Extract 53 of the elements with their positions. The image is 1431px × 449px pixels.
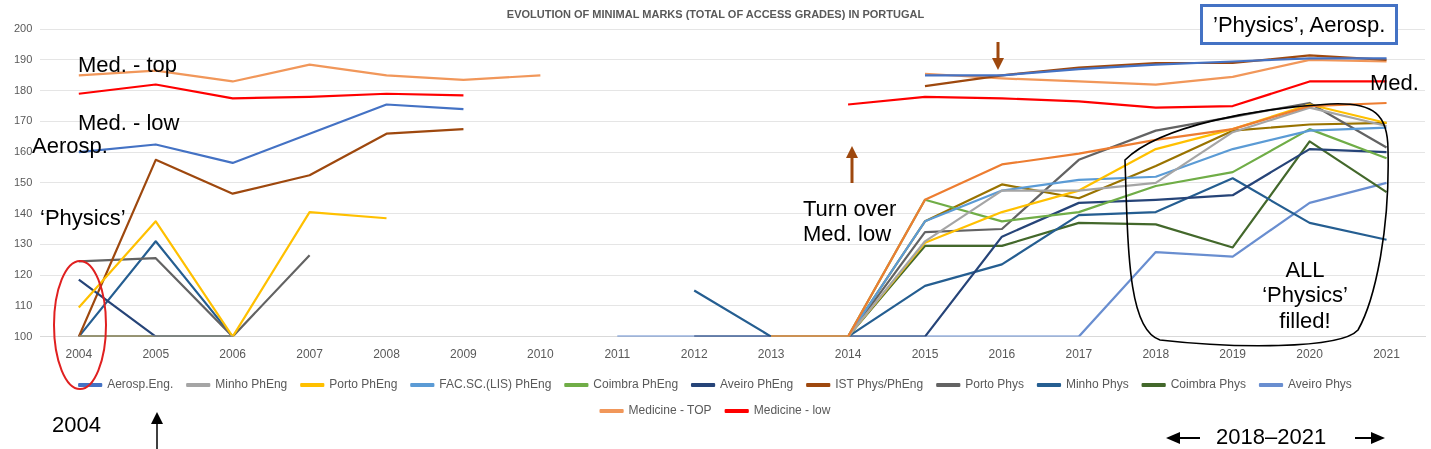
- y-tick-label: 130: [13, 237, 33, 250]
- y-tick-label: 170: [13, 114, 33, 127]
- x-tick-label: 2016: [988, 347, 1016, 362]
- x-tick-label: 2010: [527, 347, 555, 362]
- annotation: Aerosp.: [32, 133, 108, 159]
- x-tick-label: 2019: [1219, 347, 1247, 362]
- y-tick-label: 190: [13, 52, 33, 65]
- annotation: ‘Physics’: [40, 205, 126, 231]
- legend-label: Minho Phys: [1065, 377, 1129, 392]
- x-tick-label: 2005: [142, 347, 170, 362]
- annotation: ALL ‘Physics’ filled!: [1261, 257, 1349, 333]
- x-tick-label: 2008: [373, 347, 401, 362]
- text: 2018–2021: [1216, 424, 1327, 449]
- x-tick-label: 2014: [834, 347, 862, 362]
- y-tick-label: 110: [14, 298, 33, 311]
- legend-label: IST Phys/PhEng: [835, 377, 924, 392]
- y-tick-label: 120: [13, 268, 33, 281]
- legend-label: Aerosp.Eng.: [107, 377, 174, 392]
- y-tick-label: 140: [13, 206, 33, 219]
- legend-label: Coimbra Phys: [1170, 377, 1247, 392]
- annotation: Turn over Med. low: [803, 196, 898, 247]
- x-tick-label: 2006: [219, 347, 247, 362]
- x-tick-label: 2021: [1373, 347, 1401, 362]
- x-tick-label: 2012: [680, 347, 708, 362]
- legend-label: Medicine - low: [753, 403, 831, 418]
- x-tick-label: 2018: [1142, 347, 1170, 362]
- x-tick-label: 2017: [1065, 347, 1093, 362]
- legend-label: Minho PhEng: [215, 377, 288, 392]
- y-tick-label: 100: [13, 329, 33, 342]
- y-tick-label: 180: [13, 83, 33, 96]
- x-tick-label: 2007: [296, 347, 324, 362]
- x-tick-label: 2020: [1296, 347, 1324, 362]
- annotation: Med. - top: [78, 52, 178, 78]
- y-tick-label: 150: [13, 175, 33, 188]
- x-tick-label: 2015: [911, 347, 939, 362]
- x-tick-label: 2004: [65, 347, 93, 362]
- chart-title: EVOLUTION OF MINIMAL MARKS (TOTAL OF ACCESS GRADES) IN PORTUGAL: [506, 7, 925, 20]
- legend-label: Coimbra PhEng: [593, 377, 679, 392]
- x-tick-label: 2013: [757, 347, 785, 362]
- y-tick-label: 160: [13, 145, 33, 158]
- legend-label: Medicine - TOP: [628, 403, 712, 418]
- legend-label: FAC.SC.(LIS) PhEng: [439, 377, 552, 392]
- x-tick-label: 2009: [450, 347, 478, 362]
- y-tick-label: 200: [13, 22, 33, 35]
- annotation: Med. - low: [78, 110, 180, 136]
- annotation: ’Physics’, Aerosp.: [1200, 4, 1399, 46]
- text: 2004: [52, 412, 101, 438]
- legend-label: Aveiro Phys: [1288, 377, 1352, 392]
- legend-label: Porto Phys: [965, 377, 1024, 392]
- legend-label: Aveiro PhEng: [720, 377, 794, 392]
- x-tick-label: 2011: [604, 347, 631, 362]
- annotation: Med.: [1370, 70, 1419, 96]
- legend-label: Porto PhEng: [329, 377, 398, 392]
